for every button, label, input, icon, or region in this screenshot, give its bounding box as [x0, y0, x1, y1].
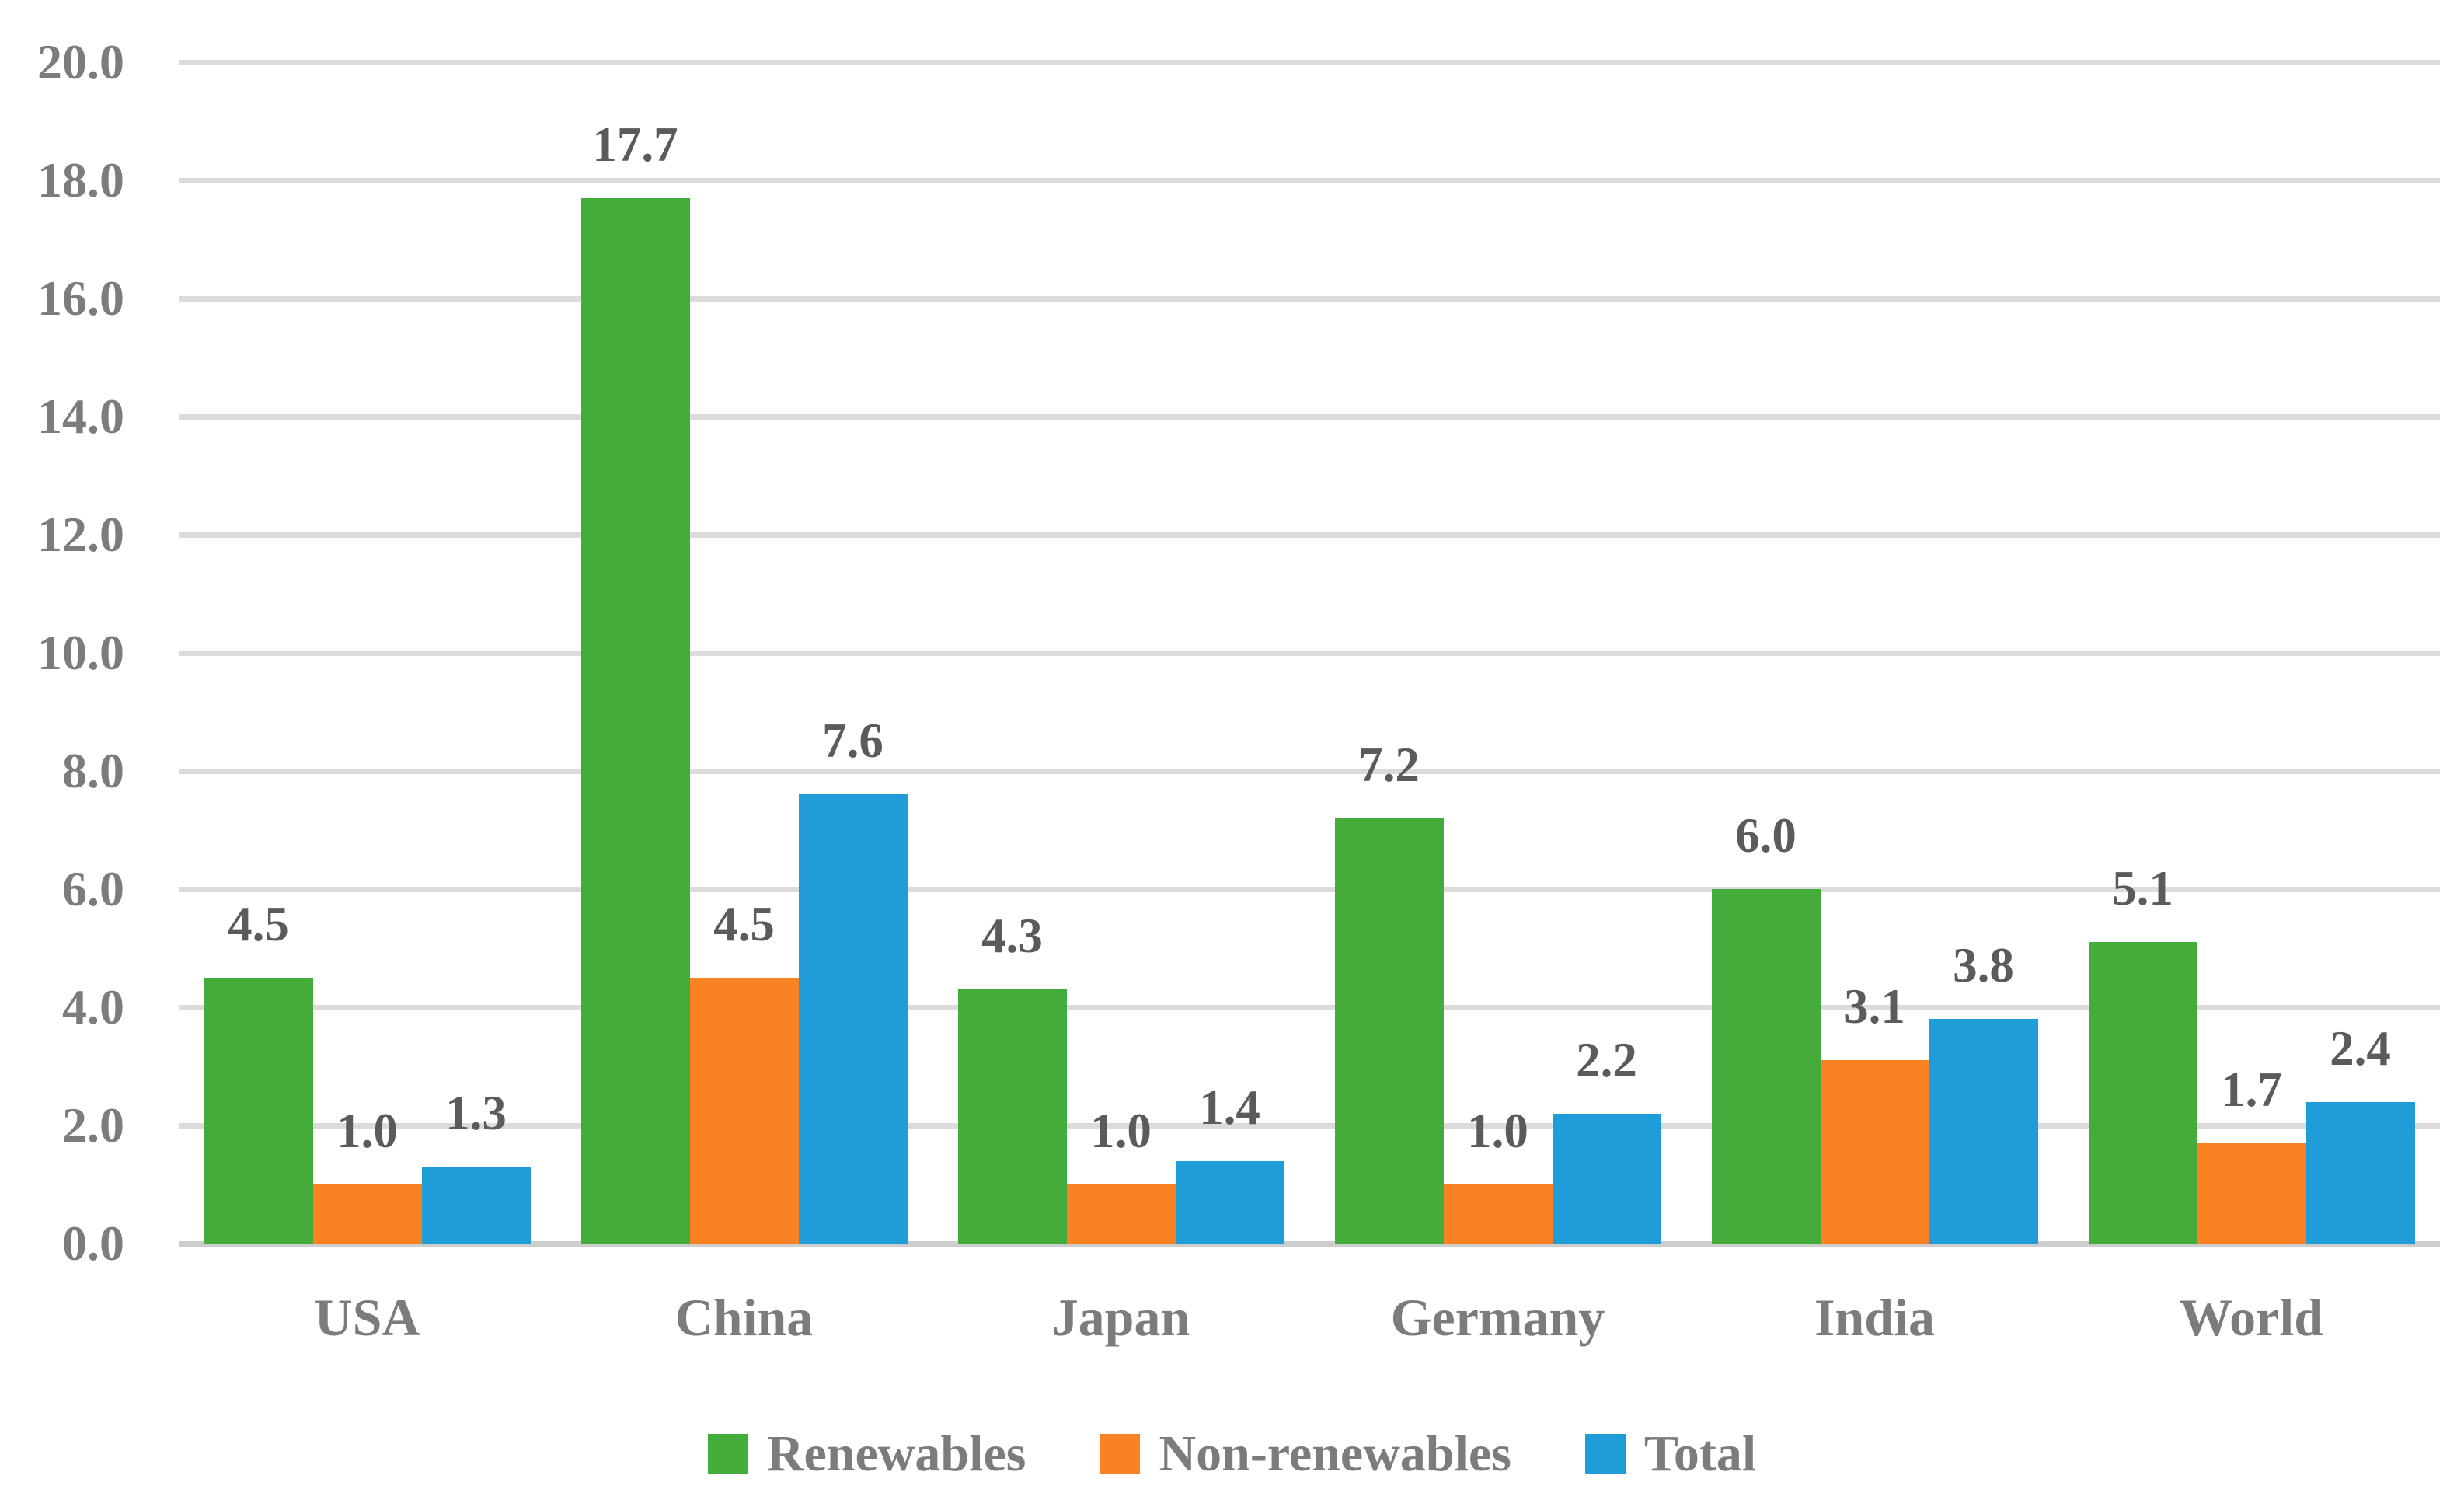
value-label-renewables-india: 6.0 — [1735, 808, 1797, 863]
gridline — [179, 768, 2440, 774]
bar-renewables-germany — [1334, 818, 1444, 1244]
bar-total-world — [2305, 1101, 2415, 1244]
bar-renewables-china — [580, 197, 690, 1244]
bar-renewables-world — [2088, 942, 2197, 1244]
bar-non-renewables-world — [2197, 1142, 2306, 1244]
value-label-total-usa: 1.3 — [445, 1086, 507, 1141]
y-tick-label: 14.0 — [37, 389, 124, 444]
y-tick-label: 20.0 — [37, 34, 124, 89]
value-label-non-renewables-world: 1.7 — [2221, 1062, 2282, 1117]
value-label-total-china: 7.6 — [822, 713, 883, 769]
value-label-non-renewables-germany: 1.0 — [1467, 1104, 1528, 1158]
gridline — [179, 177, 2440, 183]
bar-renewables-usa — [204, 978, 313, 1244]
y-tick-label: 8.0 — [62, 743, 124, 798]
bar-non-renewables-japan — [1066, 1184, 1176, 1244]
gridline — [179, 59, 2440, 65]
value-label-renewables-usa: 4.5 — [228, 897, 289, 951]
value-label-total-india: 3.8 — [1953, 938, 2014, 993]
legend: Renewables Non-renewables Total — [0, 1427, 2464, 1481]
bar-total-india — [1929, 1019, 2038, 1244]
value-label-renewables-germany: 7.2 — [1358, 737, 1420, 792]
value-label-renewables-japan: 4.3 — [981, 909, 1043, 964]
category-label-china: China — [674, 1288, 814, 1347]
bar-total-japan — [1175, 1160, 1284, 1244]
legend-item-non-renewables: Non-renewables — [1100, 1427, 1511, 1481]
value-label-non-renewables-usa: 1.0 — [336, 1104, 398, 1158]
gridline — [179, 650, 2440, 656]
y-tick-label: 12.0 — [37, 507, 124, 562]
category-label-india: India — [1814, 1288, 1935, 1347]
value-label-total-japan: 1.4 — [1199, 1080, 1260, 1135]
gridline — [179, 532, 2440, 538]
y-tick-label: 0.0 — [62, 1216, 124, 1271]
category-label-japan: Japan — [1051, 1288, 1190, 1347]
legend-item-total: Total — [1584, 1425, 1757, 1482]
bar-total-usa — [421, 1167, 531, 1244]
legend-label-non-renewables: Non-renewables — [1159, 1425, 1511, 1482]
y-tick-label: 10.0 — [37, 625, 124, 680]
value-label-renewables-china: 17.7 — [592, 117, 678, 172]
value-label-non-renewables-china: 4.5 — [713, 897, 775, 951]
y-tick-label: 6.0 — [62, 861, 124, 916]
gridline — [179, 295, 2440, 302]
legend-swatch-non-renewables — [1100, 1434, 1141, 1474]
bar-renewables-india — [1711, 889, 1821, 1244]
legend-label-total: Total — [1643, 1425, 1757, 1482]
y-tick-label: 16.0 — [37, 270, 124, 326]
bar-renewables-japan — [957, 989, 1067, 1244]
gridline — [179, 1122, 2440, 1129]
bar-non-renewables-usa — [312, 1184, 422, 1244]
legend-swatch-renewables — [707, 1434, 748, 1474]
category-label-germany: Germany — [1390, 1288, 1605, 1347]
bar-non-renewables-china — [689, 978, 799, 1244]
category-label-usa: USA — [314, 1288, 420, 1347]
category-label-world: World — [2179, 1288, 2324, 1347]
baseline-gridline — [179, 1240, 2440, 1247]
y-tick-label: 18.0 — [37, 152, 124, 208]
legend-item-renewables: Renewables — [707, 1425, 1026, 1482]
bar-non-renewables-germany — [1443, 1184, 1553, 1244]
value-label-non-renewables-japan: 1.0 — [1090, 1104, 1152, 1158]
value-label-renewables-world: 5.1 — [2112, 861, 2173, 916]
bar-total-china — [798, 794, 908, 1244]
value-label-total-world: 2.4 — [2330, 1020, 2391, 1076]
bar-non-renewables-india — [1820, 1060, 1929, 1244]
plot-area: 4.5 17.7 4.3 7.2 6.0 5.1 1.0 4.5 1.0 1.0 3.1 1.7 1.3… — [179, 59, 2440, 1247]
y-tick-label: 2.0 — [62, 1097, 124, 1153]
value-label-non-renewables-india: 3.1 — [1844, 979, 1905, 1034]
gridline — [179, 1004, 2440, 1010]
legend-swatch-total — [1584, 1434, 1626, 1474]
gridline — [179, 886, 2440, 892]
bar-total-germany — [1552, 1113, 1661, 1244]
legend-label-renewables: Renewables — [766, 1425, 1026, 1482]
value-label-total-germany: 2.2 — [1576, 1032, 1637, 1087]
y-tick-label: 4.0 — [62, 979, 124, 1034]
gridline — [179, 413, 2440, 420]
